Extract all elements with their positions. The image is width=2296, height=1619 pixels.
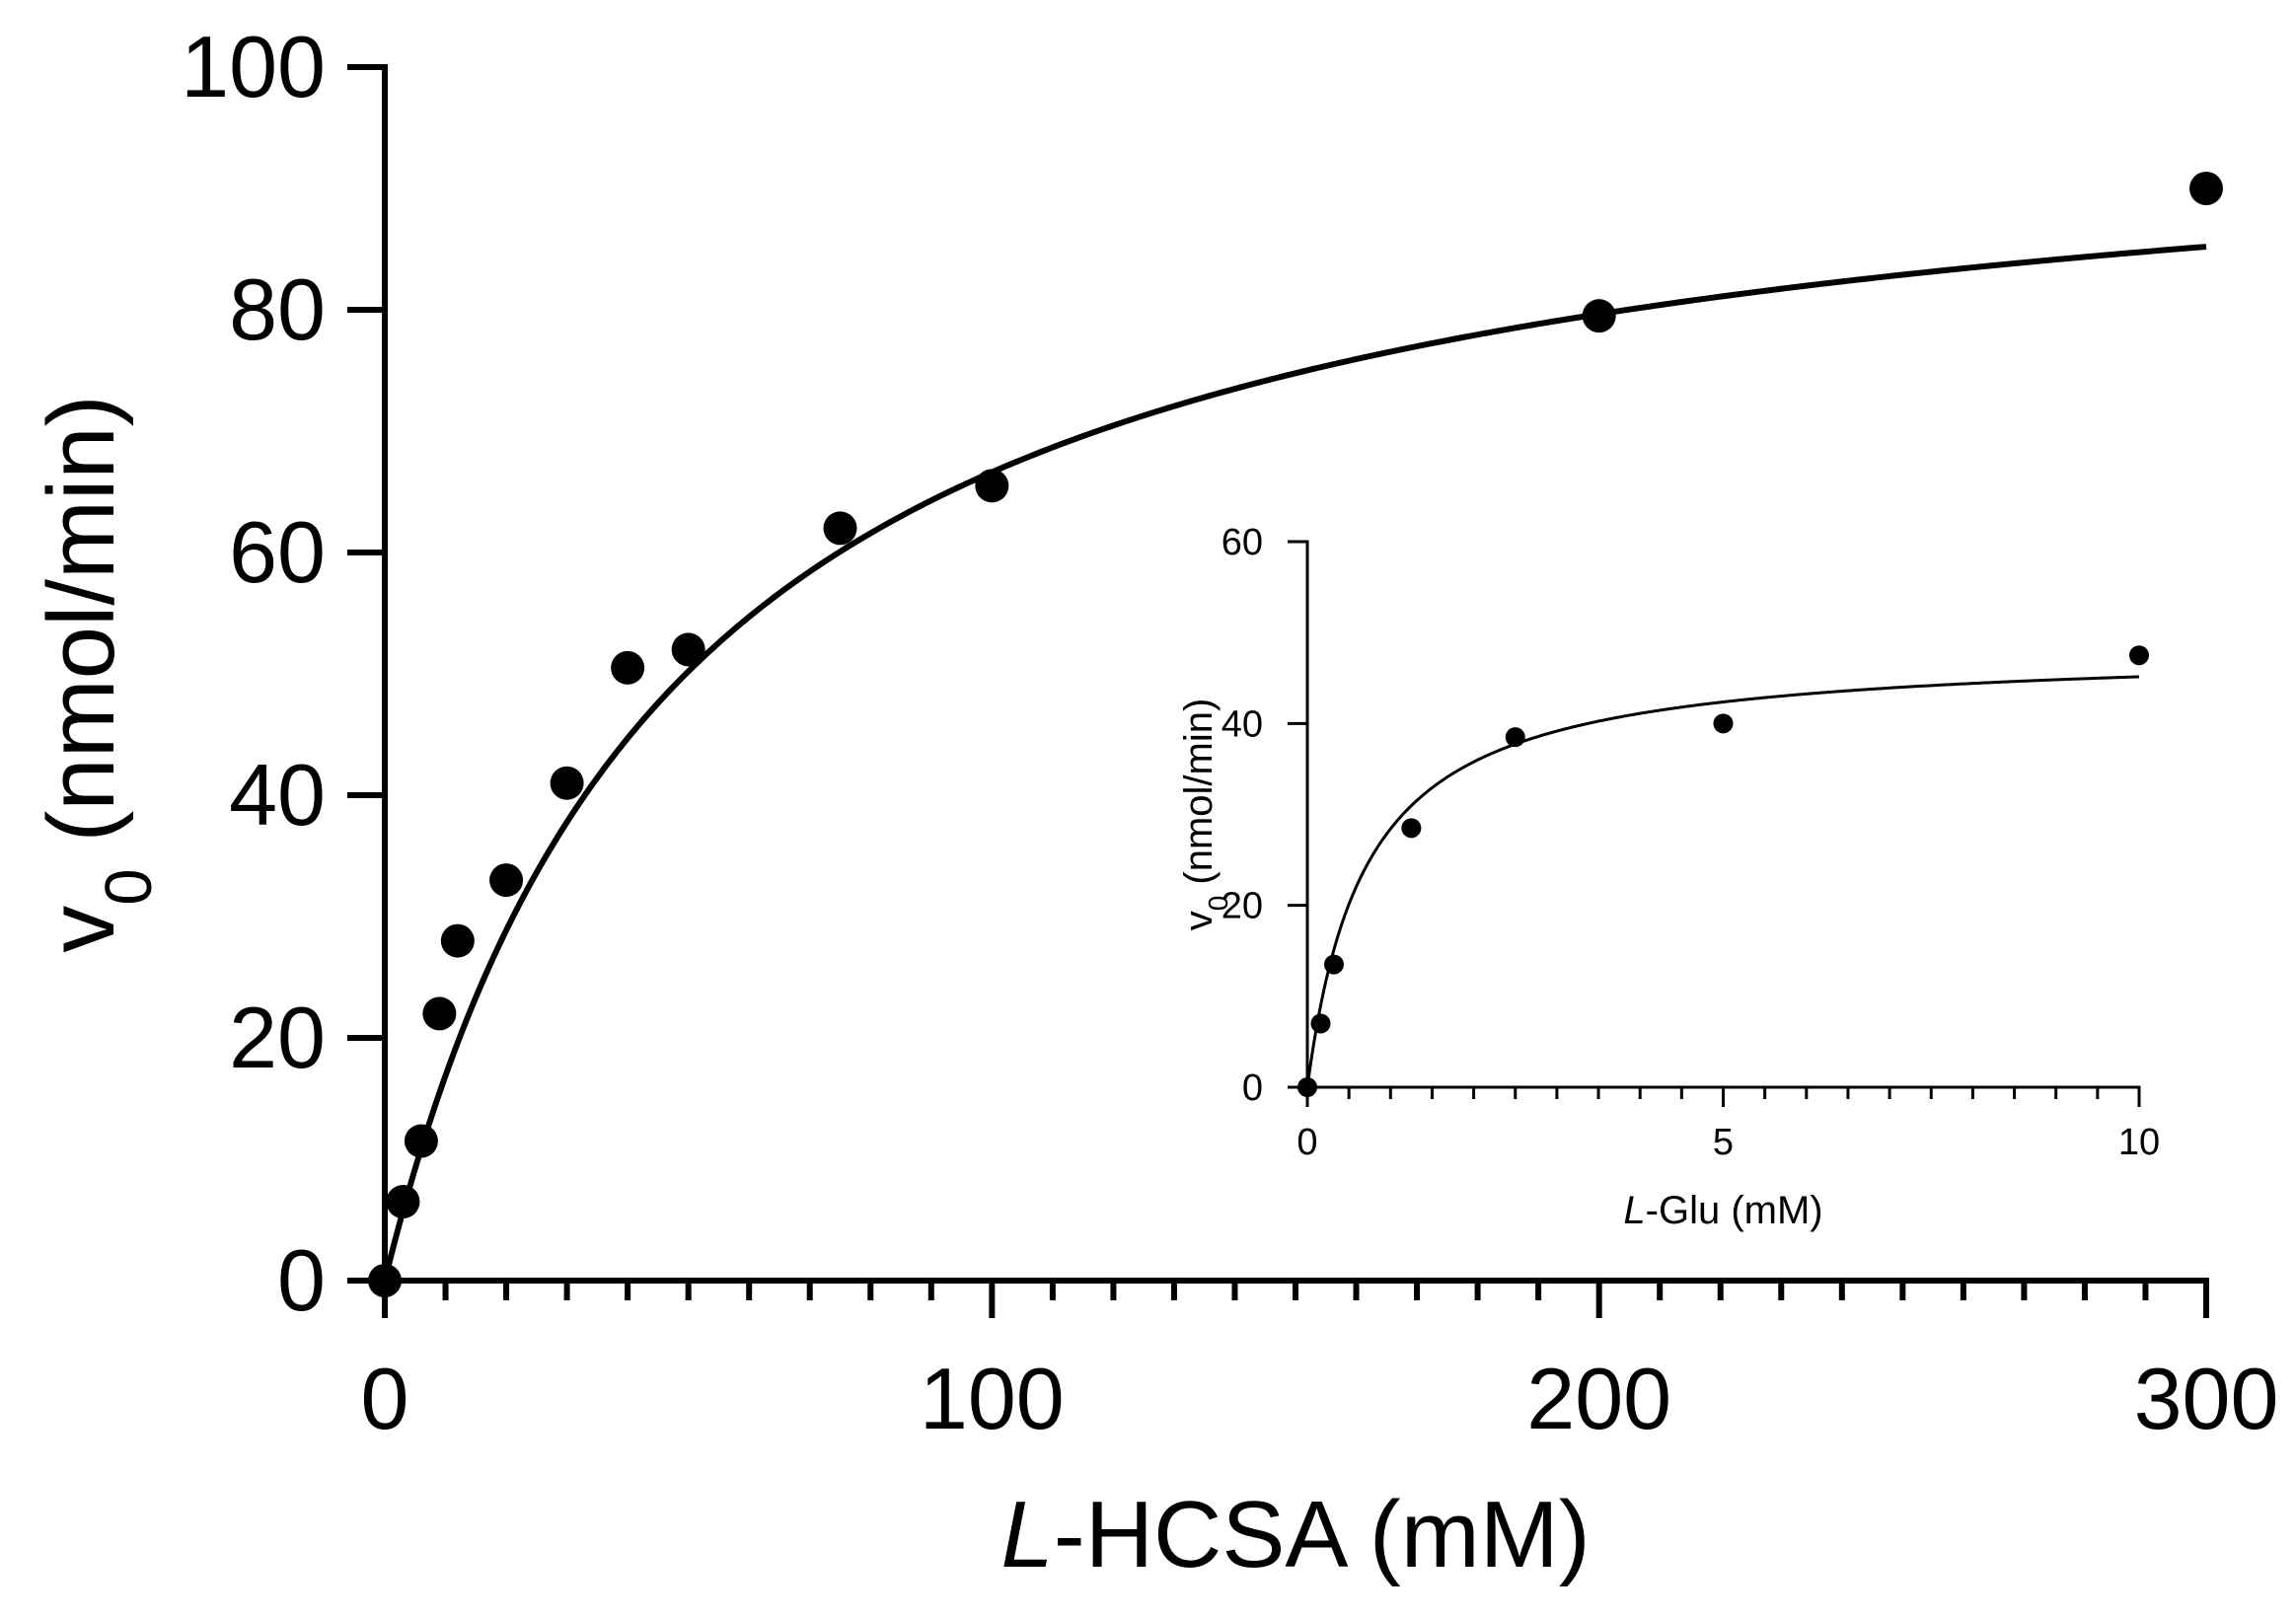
inset-data-point xyxy=(1713,713,1734,734)
main-data-point xyxy=(671,632,705,667)
main-data-point xyxy=(489,863,524,898)
inset-y-tick-label: 60 xyxy=(1222,522,1263,563)
main-data-point xyxy=(386,1185,420,1219)
inset-fit-curve xyxy=(1305,675,2140,1088)
inset-x-axis-label-rest: -Glu (mM) xyxy=(1646,1189,1823,1232)
inset-data-point xyxy=(1310,1013,1331,1034)
inset-y-tick-label: 0 xyxy=(1242,1067,1263,1109)
main-x-tick-label: 300 xyxy=(2134,1350,2279,1447)
main-x-axis-label-rest: -HCSA (mM) xyxy=(1054,1482,1591,1587)
main-data-point xyxy=(2189,172,2223,205)
inset-data-point xyxy=(1505,727,1525,748)
main-x-axis-label-italic: L xyxy=(1000,1482,1053,1587)
inset-y-axis-label-rest: (nmol/min) xyxy=(1177,699,1221,896)
main-y-axis-label-rest: (nmol/min) xyxy=(29,395,134,868)
main-data-point xyxy=(440,923,475,958)
inset-data-point xyxy=(1297,1077,1317,1097)
main-y-tick-label: 80 xyxy=(229,260,326,358)
inset-x-axis-label-italic: L xyxy=(1623,1189,1645,1232)
main-data-point xyxy=(611,650,645,685)
main-y-tick-label: 100 xyxy=(181,18,326,115)
inset-data-point xyxy=(2129,645,2149,666)
inset-y-axis-label-sub: 0 xyxy=(1203,896,1233,912)
inset-x-tick-label: 10 xyxy=(2118,1122,2160,1163)
main-fit-curve xyxy=(382,244,2207,1282)
main-y-tick-label: 40 xyxy=(229,746,326,844)
inset-x-tick-label: 5 xyxy=(1713,1122,1734,1163)
main-y-axis-label-sub: 0 xyxy=(92,868,166,905)
main-data-point xyxy=(550,766,584,800)
main-y-tick-label: 0 xyxy=(277,1231,326,1329)
inset-x-tick-label: 0 xyxy=(1296,1122,1317,1163)
main-data-point xyxy=(368,1264,402,1297)
inset-y-tick-label: 40 xyxy=(1222,703,1263,745)
main-data-point xyxy=(422,996,457,1031)
inset-data-point xyxy=(1401,818,1422,839)
main-data-point xyxy=(1582,299,1616,333)
inset-x-axis-label: L-Glu (mM) xyxy=(1623,1189,1822,1232)
main-x-tick-label: 100 xyxy=(920,1350,1065,1447)
main-x-tick-label: 0 xyxy=(361,1350,409,1447)
inset-data-point xyxy=(1323,954,1344,975)
inset-y-axis-label-main: v xyxy=(1177,911,1221,930)
main-y-tick-label: 20 xyxy=(229,989,326,1086)
main-data-point xyxy=(823,511,857,546)
main-y-axis-label: v0 (nmol/min) xyxy=(29,395,166,952)
main-data-point xyxy=(404,1124,438,1158)
inset-y-tick-label: 20 xyxy=(1222,886,1263,927)
main-x-axis-label: L-HCSA (mM) xyxy=(1000,1482,1590,1587)
main-y-axis-label-main: v xyxy=(29,906,134,953)
main-data-point xyxy=(975,469,1009,503)
main-x-tick-label: 200 xyxy=(1526,1350,1671,1447)
main-y-tick-label: 60 xyxy=(229,503,326,601)
inset-y-axis-label: v0 (nmol/min) xyxy=(1177,699,1233,931)
